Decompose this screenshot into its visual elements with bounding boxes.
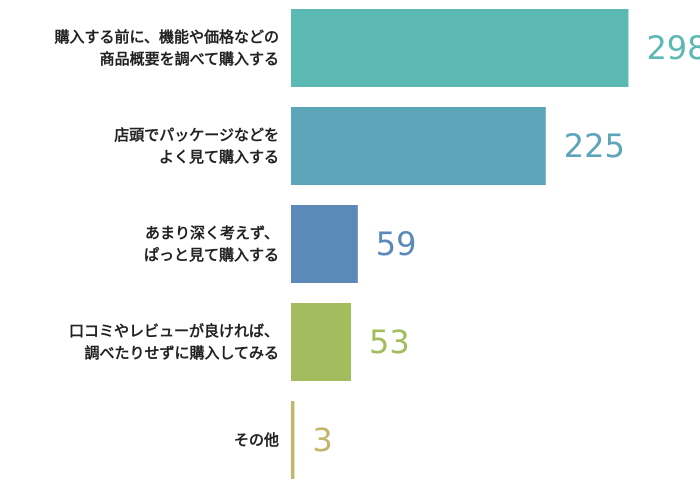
category-labels-layer: 購入する前に、機能や価格などの商品概要を調べて購入する店頭でパッケージなどをよく…	[53, 28, 279, 449]
category-label-1: 店頭でパッケージなどをよく見て購入する	[114, 126, 279, 166]
value-label-1: 225	[564, 127, 625, 165]
category-label-0: 購入する前に、機能や価格などの商品概要を調べて購入する	[53, 28, 279, 68]
category-label-4: その他	[234, 431, 279, 449]
bar-2	[291, 205, 358, 283]
value-label-4: 3	[312, 421, 332, 459]
value-labels-layer: 298 225 59 53 3	[312, 29, 700, 459]
bar-3	[291, 303, 352, 381]
category-label-2: あまり深く考えず、ぱっと見て購入する	[144, 224, 279, 264]
category-label-3: 口コミやレビューが良ければ、調べたりせずに購入してみる	[69, 322, 279, 362]
bar-1	[291, 107, 546, 185]
value-label-3: 53	[369, 323, 410, 361]
value-label-2: 59	[376, 225, 417, 263]
value-label-0: 298	[646, 29, 700, 67]
bars-layer	[291, 9, 629, 479]
bar-0	[291, 9, 629, 87]
bar-4	[291, 401, 295, 479]
